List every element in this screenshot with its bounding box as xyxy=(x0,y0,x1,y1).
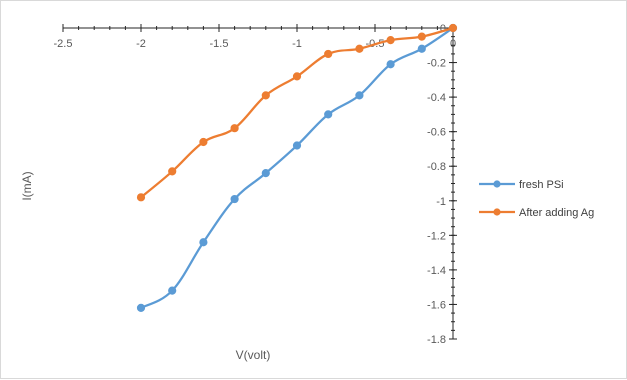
data-point xyxy=(417,32,426,41)
x-tick-label: 0 xyxy=(450,38,456,50)
y-tick-label: -1 xyxy=(436,196,446,208)
legend-marker-0 xyxy=(493,180,501,188)
series-line-0 xyxy=(139,26,455,310)
legend: fresh PSi After adding Ag xyxy=(479,179,594,219)
x-tick-label: -1.5 xyxy=(210,38,229,50)
data-point xyxy=(261,169,270,178)
data-point xyxy=(230,194,239,204)
data-point xyxy=(292,72,302,81)
data-point xyxy=(230,124,239,133)
data-point xyxy=(355,44,364,53)
data-point xyxy=(386,60,395,69)
series-line-1 xyxy=(139,26,455,199)
x-tick-label: -2 xyxy=(136,38,146,50)
data-point xyxy=(355,91,364,100)
data-point xyxy=(199,238,208,247)
y-tick-label: -1.8 xyxy=(427,334,446,346)
data-point xyxy=(292,141,302,150)
x-axis-title: V(volt) xyxy=(236,348,271,362)
data-point xyxy=(261,91,270,100)
y-tick-label: -1.6 xyxy=(427,299,446,311)
data-point xyxy=(324,49,333,59)
y-tick-label: -0.4 xyxy=(427,92,446,104)
data-point xyxy=(199,137,208,147)
legend-marker-1 xyxy=(493,208,501,216)
data-point xyxy=(386,35,395,45)
data-point xyxy=(324,110,333,119)
x-tick-label: -1 xyxy=(292,38,302,50)
legend-label-0: fresh PSi xyxy=(519,179,564,191)
plot-area xyxy=(136,23,458,312)
legend-label-1: After adding Ag xyxy=(519,207,594,219)
data-point xyxy=(168,286,177,295)
data-point xyxy=(136,303,146,312)
data-point xyxy=(136,193,146,202)
data-point xyxy=(417,44,426,53)
y-tick-label: -1.2 xyxy=(427,230,446,242)
y-tick-label: -1.4 xyxy=(427,265,446,277)
y-tick-label: -0.6 xyxy=(427,127,446,139)
data-point xyxy=(448,23,458,33)
y-tick-label: -0.2 xyxy=(427,58,446,70)
y-tick-label: -0.8 xyxy=(427,161,446,173)
x-tick-label: -2.5 xyxy=(54,38,73,50)
data-point xyxy=(168,167,177,176)
y-axis-title: I(mA) xyxy=(20,171,34,200)
axes: -2.5 -2 -1.5 -1 -0.5 00-0.2-0.4-0.6-0.8-1-1.2… xyxy=(54,23,457,346)
y-tick-label: 0 xyxy=(440,23,446,35)
